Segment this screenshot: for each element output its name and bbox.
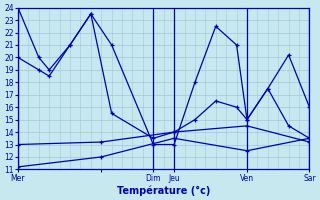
X-axis label: Température (°c): Température (°c): [117, 185, 210, 196]
